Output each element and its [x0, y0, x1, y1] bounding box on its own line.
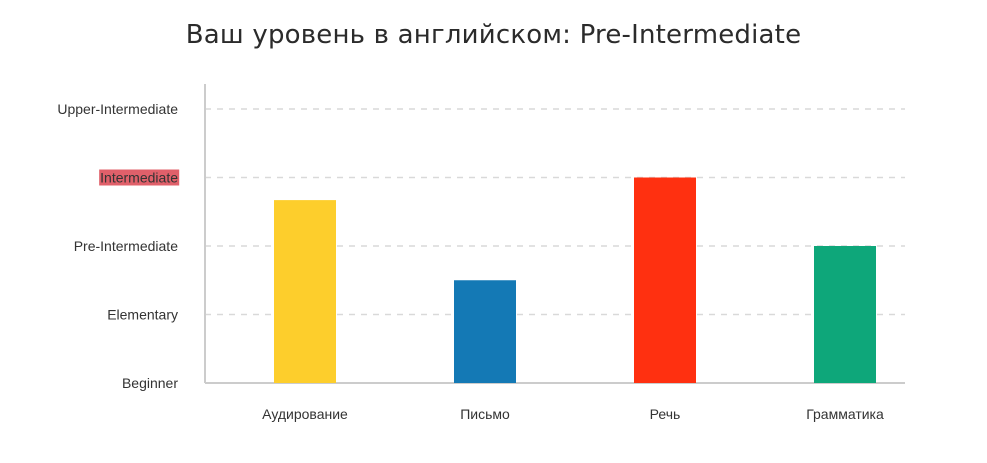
y-tick-label: Elementary — [107, 307, 178, 323]
y-tick-label: Pre-Intermediate — [74, 238, 178, 254]
bar — [454, 280, 516, 383]
x-tick-label: Аудирование — [262, 406, 348, 422]
y-tick-label: Upper-Intermediate — [57, 101, 178, 117]
bar — [274, 200, 336, 383]
x-axis-labels: Аудирование Письмо Речь Грамматика — [262, 406, 884, 422]
x-tick-label: Грамматика — [806, 406, 884, 422]
bars — [274, 177, 876, 383]
x-tick-label: Речь — [650, 406, 681, 422]
tick-highlight — [99, 169, 180, 186]
y-tick-label: Beginner — [122, 375, 178, 391]
x-tick-label: Письмо — [460, 406, 510, 422]
gridlines — [205, 108, 905, 316]
bar — [814, 246, 876, 383]
y-tick-label: Intermediate — [100, 170, 178, 186]
bar — [634, 177, 696, 383]
chart-title: Ваш уровень в английском: Pre-Intermedia… — [185, 20, 802, 50]
